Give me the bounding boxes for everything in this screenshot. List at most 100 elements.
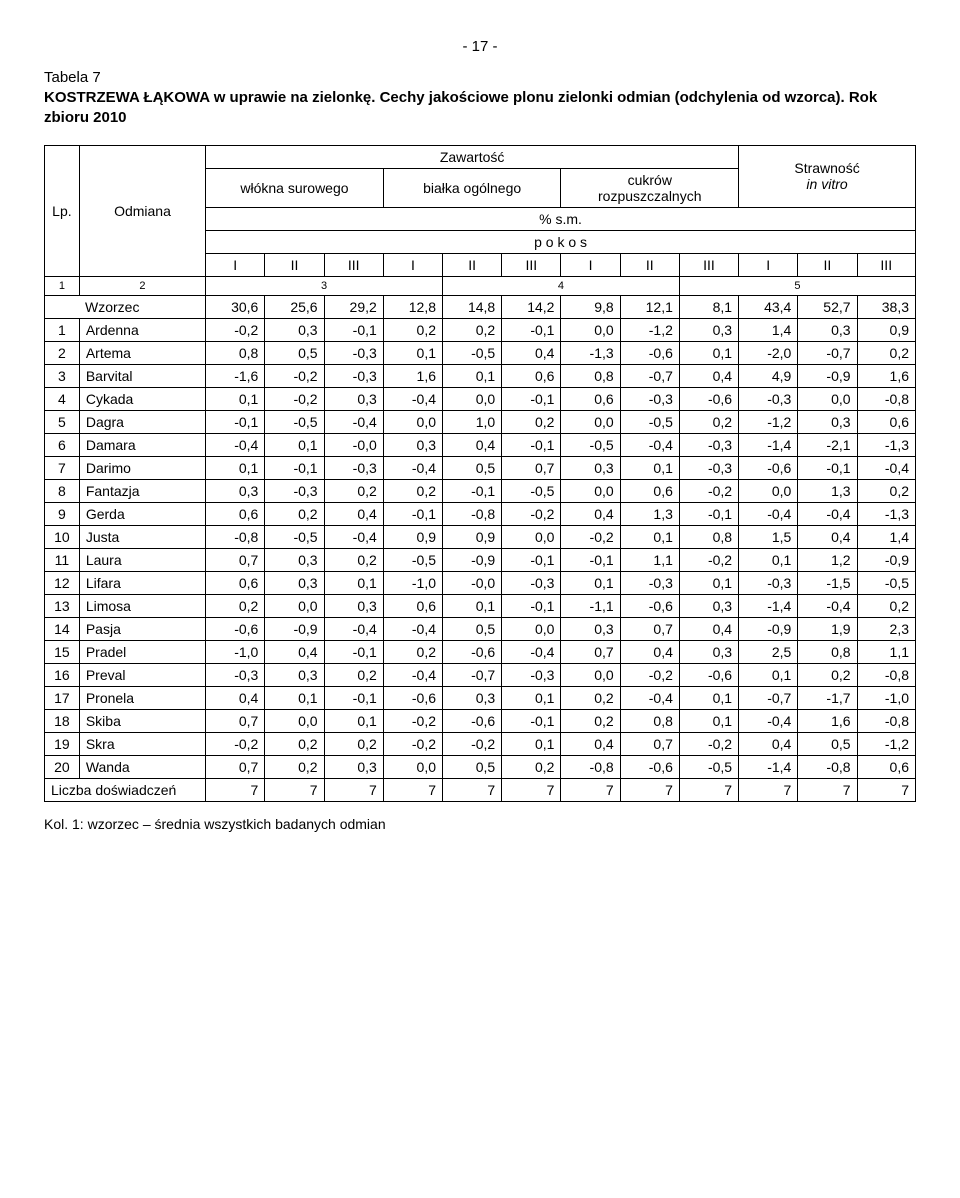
row-number: 12 [45,571,80,594]
row-number: 15 [45,640,80,663]
cell-value: 0,0 [798,387,857,410]
hdr-roman: I [383,253,442,276]
cell-value: -0,4 [620,433,679,456]
row-number: 8 [45,479,80,502]
cell-value: 0,6 [206,502,265,525]
cell-value: 0,1 [561,571,620,594]
cell-value: -1,1 [561,594,620,617]
cell-value: 0,7 [620,617,679,640]
cell-value: -0,1 [265,456,324,479]
cell-value: 0,3 [265,571,324,594]
cell-value: 1,6 [798,709,857,732]
cell-value: 0,2 [324,732,383,755]
cell-value: 0,1 [265,433,324,456]
table-row: 7Darimo0,1-0,1-0,3-0,40,50,70,30,1-0,3-0… [45,456,916,479]
cell-value: 0,1 [443,594,502,617]
cell-value: 0,5 [798,732,857,755]
row-number: 13 [45,594,80,617]
cell-value: 1,2 [798,548,857,571]
cell-value: -0,2 [679,548,738,571]
cell-value: 0,2 [443,318,502,341]
cell-value: -0,8 [798,755,857,778]
cell-value: -0,3 [620,571,679,594]
cell-value: -0,4 [739,709,798,732]
colnum: 2 [79,276,205,295]
row-name: Ardenna [79,318,205,341]
liczba-row: Liczba doświadczeń 777777777777 [45,778,916,801]
row-name: Pronela [79,686,205,709]
cell-value: -1,4 [739,755,798,778]
cell-value: 0,8 [679,525,738,548]
cell-value: -0,3 [324,341,383,364]
cell-value: 0,2 [561,709,620,732]
cell-value: 0,4 [265,640,324,663]
cell-value: -0,1 [502,318,561,341]
cell-value: 0,8 [561,364,620,387]
table-label: Tabela 7 [44,69,916,86]
cell-value: -0,3 [679,456,738,479]
cell-value: 0,0 [265,709,324,732]
cell-value: 0,1 [739,548,798,571]
cell-value: 0,3 [324,594,383,617]
cell-value: -0,1 [502,433,561,456]
colnum: 5 [679,276,915,295]
wzorzec-value: 30,6 [206,295,265,318]
table-row: 2Artema0,80,5-0,30,1-0,50,4-1,3-0,60,1-2… [45,341,916,364]
cell-value: 0,7 [620,732,679,755]
cell-value: 0,6 [502,364,561,387]
col-lp: Lp. [45,145,80,276]
cell-value: 0,0 [561,318,620,341]
cell-value: -0,1 [206,410,265,433]
hdr-strawnosc: Strawność in vitro [739,145,916,207]
cell-value: 0,1 [324,571,383,594]
cell-value: 1,6 [383,364,442,387]
cell-value: -0,5 [857,571,915,594]
cell-value: 0,3 [443,686,502,709]
hdr-roman: I [206,253,265,276]
table-row: 8Fantazja0,3-0,30,20,2-0,1-0,50,00,6-0,2… [45,479,916,502]
cell-value: -2,1 [798,433,857,456]
row-number: 2 [45,341,80,364]
table-row: 13Limosa0,20,00,30,60,1-0,1-1,1-0,60,3-1… [45,594,916,617]
cell-value: -0,5 [561,433,620,456]
hdr-pct-sm: % s.m. [206,207,916,230]
cell-value: -0,8 [857,387,915,410]
hdr-roman: II [265,253,324,276]
cell-value: -0,4 [383,663,442,686]
row-number: 10 [45,525,80,548]
cell-value: 0,7 [206,709,265,732]
col-odmiana: Odmiana [79,145,205,276]
cell-value: 1,5 [739,525,798,548]
hdr-roman: III [679,253,738,276]
liczba-value: 7 [383,778,442,801]
cell-value: 0,2 [383,479,442,502]
hdr-zawartosc: Zawartość [206,145,739,168]
table-row: 15Pradel-1,00,4-0,10,2-0,6-0,40,70,40,32… [45,640,916,663]
cell-value: 0,3 [324,755,383,778]
row-number: 11 [45,548,80,571]
cell-value: 0,3 [383,433,442,456]
cell-value: 0,0 [739,479,798,502]
wzorzec-value: 8,1 [679,295,738,318]
cell-value: -1,0 [383,571,442,594]
cell-value: 0,2 [857,594,915,617]
cell-value: -1,3 [857,502,915,525]
cell-value: 0,3 [561,456,620,479]
cell-value: 0,3 [265,663,324,686]
row-number: 17 [45,686,80,709]
cell-value: -1,0 [857,686,915,709]
cell-value: -1,6 [206,364,265,387]
cell-value: 0,2 [265,755,324,778]
hdr-roman: II [798,253,857,276]
cell-value: 0,1 [206,456,265,479]
cell-value: -0,6 [206,617,265,640]
table-row: 12Lifara0,60,30,1-1,0-0,0-0,30,1-0,30,1-… [45,571,916,594]
table-row: 14Pasja-0,6-0,9-0,4-0,40,50,00,30,70,4-0… [45,617,916,640]
liczba-value: 7 [857,778,915,801]
table-row: 19Skra-0,20,20,2-0,2-0,20,10,40,7-0,20,4… [45,732,916,755]
cell-value: -0,2 [265,387,324,410]
cell-value: -0,4 [324,617,383,640]
wzorzec-value: 12,8 [383,295,442,318]
cell-value: -0,5 [383,548,442,571]
table-row: 3Barvital-1,6-0,2-0,31,60,10,60,8-0,70,4… [45,364,916,387]
